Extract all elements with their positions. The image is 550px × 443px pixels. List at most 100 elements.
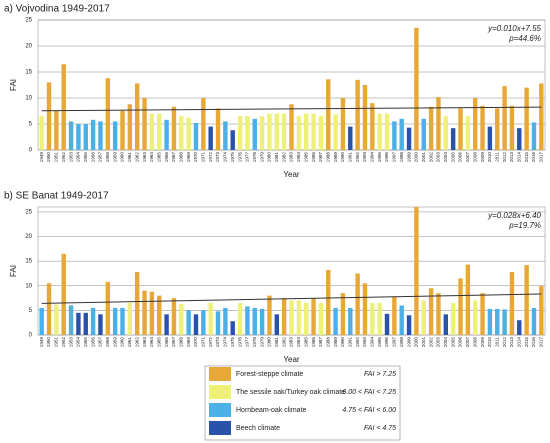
x-tick-label: 1956: [90, 152, 95, 163]
bar: [517, 320, 522, 335]
bar: [179, 303, 184, 335]
trend-line: [41, 106, 542, 112]
bar: [46, 82, 52, 150]
bar: [450, 303, 456, 335]
bar: [362, 283, 368, 335]
x-tick-label: 1985: [303, 337, 308, 348]
x-tick-label: 1973: [215, 152, 220, 163]
x-tick-label: 2003: [436, 152, 441, 163]
x-tick-label: 1994: [370, 152, 375, 163]
bar: [487, 308, 493, 335]
bar: [517, 128, 522, 150]
x-tick-label: 2009: [480, 152, 485, 163]
x-tick-label: 1995: [377, 152, 382, 163]
x-tick-label: 1970: [193, 337, 198, 348]
bar: [208, 126, 213, 150]
bar: [149, 113, 155, 150]
x-tick-label: 1979: [259, 152, 264, 163]
bar: [83, 124, 88, 150]
x-tick-label: 1979: [259, 337, 264, 348]
x-tick-label: 1959: [112, 337, 117, 348]
x-tick-label: 1983: [289, 337, 294, 348]
x-tick-label: 1986: [311, 152, 316, 163]
x-tick-label: 1978: [252, 337, 257, 348]
x-tick-label: 1976: [237, 152, 242, 163]
x-tick-label: 1997: [392, 152, 397, 163]
x-tick-label: 2013: [509, 337, 514, 348]
bar: [274, 113, 280, 150]
x-tick-label: 1970: [193, 152, 198, 163]
x-tick-label: 1999: [406, 152, 411, 163]
bar: [54, 111, 59, 150]
bar: [458, 278, 463, 335]
x-tick-label: 2011: [494, 337, 499, 347]
bar: [480, 293, 485, 335]
bar: [223, 121, 228, 150]
bar: [127, 303, 133, 335]
bar: [259, 116, 265, 150]
bar: [274, 314, 280, 335]
x-tick-label: 1962: [134, 152, 139, 163]
bar: [487, 126, 493, 150]
bar: [237, 303, 243, 335]
bar: [428, 106, 434, 150]
x-tick-label: 1957: [98, 152, 103, 163]
x-tick-label: 1997: [392, 337, 397, 348]
bar: [406, 315, 412, 335]
x-tick-label: 2002: [428, 337, 433, 348]
bar: [164, 119, 169, 150]
x-tick-label: 1980: [267, 152, 272, 163]
x-tick-label: 2012: [502, 152, 507, 163]
bar: [252, 307, 257, 335]
x-tick-label: 2007: [465, 152, 470, 163]
bar: [98, 121, 103, 150]
x-tick-label: 1981: [274, 337, 279, 348]
x-tick-label: 1961: [127, 152, 132, 163]
bar: [105, 281, 111, 335]
x-tick-label: 1990: [340, 337, 345, 348]
x-tick-label: 2008: [472, 152, 477, 163]
bar: [399, 305, 404, 335]
x-tick-label: 1976: [237, 337, 242, 348]
x-tick-label: 1977: [245, 337, 250, 348]
x-tick-label: 1991: [348, 152, 353, 163]
bar: [443, 314, 449, 335]
x-tick-label: 2017: [539, 337, 544, 348]
x-tick-label: 1965: [156, 337, 161, 348]
x-tick-label: 1980: [267, 337, 272, 348]
x-tick-label: 1985: [303, 152, 308, 163]
legend-swatch: [209, 421, 231, 435]
x-tick-label: 2016: [531, 337, 536, 348]
legend-name: Hornbeam-oak climate: [236, 407, 307, 414]
bar: [98, 314, 103, 335]
x-tick-label: 1991: [348, 337, 353, 348]
panel-title: a) Vojvodina 1949-2017: [4, 4, 110, 15]
x-tick-label: 1995: [377, 337, 382, 348]
x-tick-label: 1952: [61, 152, 66, 163]
y-tick-label: 20: [25, 234, 32, 240]
x-tick-label: 1955: [83, 337, 88, 348]
bar: [54, 304, 59, 335]
x-tick-label: 1968: [179, 152, 184, 163]
x-tick-label: 1958: [105, 152, 110, 163]
legend-name: The sessile oak/Turkey oak climate: [236, 389, 345, 396]
bar: [318, 116, 324, 150]
x-tick-label: 2000: [414, 337, 419, 348]
x-tick-label: 1966: [164, 337, 169, 348]
bar: [465, 116, 471, 150]
bar: [311, 113, 316, 150]
y-tick-label: 5: [29, 122, 33, 128]
x-tick-label: 1972: [208, 337, 213, 348]
x-tick-label: 1986: [311, 337, 316, 348]
bar: [39, 116, 44, 150]
x-tick-label: 2005: [450, 337, 455, 348]
x-tick-label: 1994: [370, 337, 375, 348]
bar: [399, 118, 404, 150]
bar: [392, 296, 397, 335]
x-tick-label: 1950: [46, 337, 51, 348]
bar: [531, 307, 537, 335]
x-tick-label: 1952: [61, 337, 66, 348]
bar: [134, 271, 140, 335]
legend-name: Forest-steppe climate: [236, 371, 303, 378]
bar: [186, 117, 191, 150]
